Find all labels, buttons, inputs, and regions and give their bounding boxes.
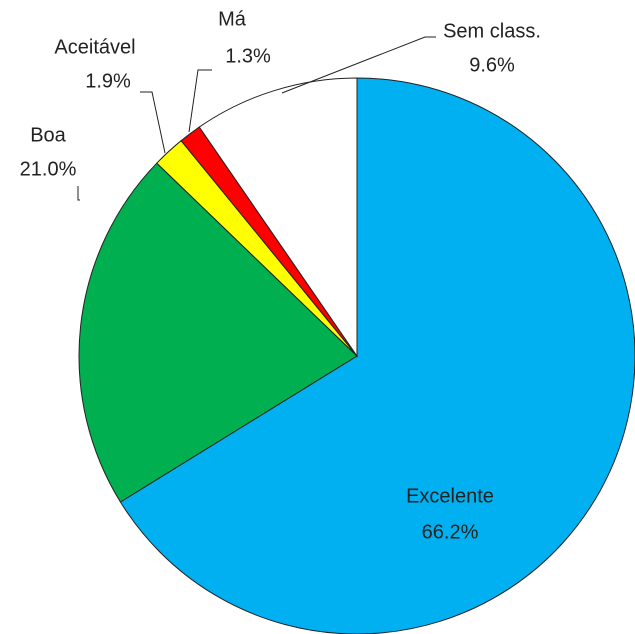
slice-label: Sem class. [443,20,541,42]
pie-slice [119,77,635,634]
pie [78,77,635,634]
pie-slice [198,77,358,358]
slice-label: Má [218,8,247,30]
leader-line [77,186,80,201]
slice-value-label: 1.9% [85,70,131,92]
pie-slice [78,162,358,503]
labels: Excelente 66.2% Boa 21.0% Aceitável 1.9% Má 1.3… [20,8,541,543]
leader-line [140,91,166,154]
slice-label: Aceitável [54,36,135,58]
slice-value-label: 9.6% [469,54,515,76]
leader-line [281,36,436,94]
slice-label: Boa [30,124,66,146]
slice-label: Excelente [406,485,494,507]
slice-value-label: 1.3% [225,45,271,67]
slice-value-label: 21.0% [20,158,77,180]
slice-value-label: 66.2% [422,521,479,543]
leader-line [188,69,212,133]
